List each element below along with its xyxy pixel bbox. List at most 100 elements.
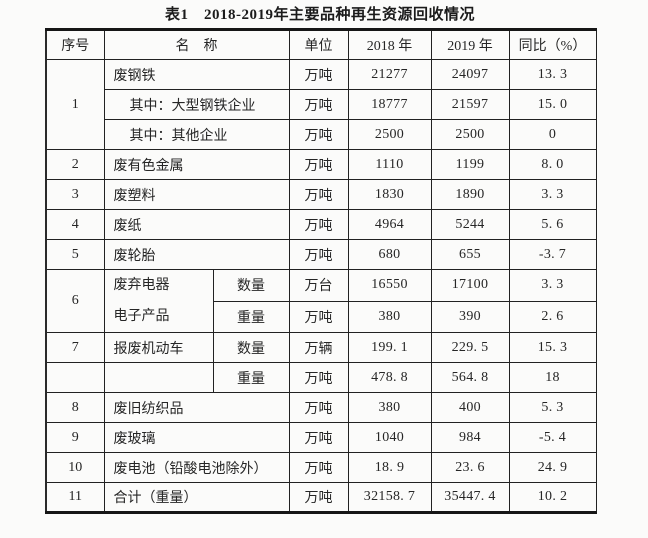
yoy-cell: 5. 6 [508,209,597,240]
name-cell: 其中：大型钢铁企业 [103,89,290,120]
unit-cell: 万吨 [288,239,349,270]
table-row-ewaste-weight: 重量 万吨 380 390 2. 6 [46,300,597,333]
subtype-cell: 数量 [212,269,290,302]
header-2019: 2019 年 [430,29,510,60]
serial-cell [45,362,105,393]
table-row-vehicles-quantity: 7 报废机动车 数量 万辆 199. 1 229. 5 15. 3 [45,332,597,363]
value-2018-cell: 16550 [347,269,432,302]
subtype-cell: 重量 [212,362,290,393]
name-cell [103,362,214,393]
table-title: 表1 2018-2019年主要品种再生资源回收情况 [165,7,475,23]
subtype-cell: 重量 [212,300,290,333]
unit-cell: 万吨 [288,452,349,483]
yoy-cell: 5. 3 [508,392,597,423]
unit-cell: 万吨 [288,59,349,90]
serial-cell: 6 [45,269,105,333]
name-cell: 废钢铁 [103,59,290,90]
serial-cell: 8 [45,392,105,423]
header-serial: 序号 [45,29,105,60]
value-2018-cell: 18777 [347,89,432,120]
table-row-steel: 1 废钢铁 万吨 21277 24097 13. 3 [45,59,597,150]
name-cell: 合计（重量） [103,482,290,513]
name-cell: 废纸 [103,209,290,240]
serial-cell: 4 [45,209,105,240]
yoy-cell: 8. 0 [508,149,597,180]
value-2018-cell: 680 [347,239,432,270]
table-row-textiles: 8 废旧纺织品 万吨 380 400 5. 3 [45,392,597,423]
unit-cell: 万吨 [288,119,349,150]
value-2019-cell: 655 [430,239,510,270]
table-row-glass: 9 废玻璃 万吨 1040 984 -5. 4 [45,422,597,453]
value-2018-cell: 32158. 7 [347,482,432,513]
serial-cell: 11 [45,482,105,513]
header-name: 名 称 [103,29,290,60]
name-cell: 废电池（铅酸电池除外） [103,452,290,483]
yoy-cell: 10. 2 [508,482,597,513]
header-unit: 单位 [288,29,349,60]
unit-cell: 万吨 [288,89,349,120]
unit-cell: 万辆 [288,332,349,363]
value-2018-cell: 18. 9 [347,452,432,483]
serial-cell: 9 [45,422,105,453]
recycling-stats-table: 序号 名 称 单位 2018 年 2019 年 同比（%） 1 废钢铁 万吨 2… [45,28,597,514]
table-row-tires: 5 废轮胎 万吨 680 655 -3. 7 [45,239,597,270]
value-2018-cell: 4964 [347,209,432,240]
unit-cell: 万吨 [288,422,349,453]
serial-cell: 10 [45,452,105,483]
value-2018-cell: 380 [347,300,432,333]
value-2019-cell: 984 [430,422,510,453]
value-2018-cell: 21277 [347,59,432,90]
value-2019-cell: 5244 [430,209,510,240]
yoy-cell: 3. 3 [508,269,597,302]
header-yoy: 同比（%） [508,29,597,60]
header-2018: 2018 年 [347,29,432,60]
table-row-total: 11 合计（重量） 万吨 32158. 7 35447. 4 10. 2 [45,482,597,513]
unit-cell: 万吨 [288,209,349,240]
serial-cell: 7 [45,332,105,363]
table-row-nonferrous: 2 废有色金属 万吨 1110 1199 8. 0 [45,149,597,180]
value-2019-cell: 400 [430,392,510,423]
name-cell: 废旧纺织品 [103,392,290,423]
value-2018-cell: 380 [347,392,432,423]
value-2018-cell: 1040 [347,422,432,453]
value-2019-cell: 35447. 4 [430,482,510,513]
value-2019-cell: 17100 [430,269,510,302]
serial-cell: 2 [45,149,105,180]
yoy-cell: 13. 3 [508,59,597,90]
table-row-steel-other: 其中：其他企业 万吨 2500 2500 0 [46,119,597,150]
value-2019-cell: 1890 [430,179,510,210]
unit-cell: 万吨 [288,392,349,423]
yoy-cell: 0 [508,119,597,150]
yoy-cell: 24. 9 [508,452,597,483]
unit-cell: 万吨 [288,482,349,513]
name-line-2: 电子产品 [113,309,170,324]
yoy-cell: 2. 6 [508,300,597,333]
name-cell: 废轮胎 [103,239,290,270]
value-2019-cell: 21597 [430,89,510,120]
value-2019-cell: 390 [430,300,510,333]
serial-cell: 5 [45,239,105,270]
name-cell: 其中：其他企业 [103,119,290,150]
value-2019-cell: 564. 8 [430,362,510,393]
table-row-plastic: 3 废塑料 万吨 1830 1890 3. 3 [45,179,597,210]
yoy-cell: 15. 3 [508,332,597,363]
name-line-1: 废弃电器 [113,278,170,293]
unit-cell: 万台 [288,269,349,302]
name-cell: 报废机动车 [103,332,214,363]
serial-cell: 1 [45,59,105,150]
value-2019-cell: 2500 [430,119,510,150]
value-2019-cell: 1199 [430,149,510,180]
yoy-cell: 3. 3 [508,179,597,210]
value-2019-cell: 229. 5 [430,332,510,363]
header-row: 序号 名 称 单位 2018 年 2019 年 同比（%） [45,29,597,60]
table-row-ewaste-quantity: 6 废弃电器 电子产品 数量 万台 16550 17100 3. 3 [45,269,597,333]
table-row-vehicles-weight: 重量 万吨 478. 8 564. 8 18 [45,362,597,393]
name-cell: 废塑料 [103,179,290,210]
value-2018-cell: 1830 [347,179,432,210]
value-2018-cell: 1110 [347,149,432,180]
name-cell: 废玻璃 [103,422,290,453]
subtype-cell: 数量 [212,332,290,363]
value-2019-cell: 24097 [430,59,510,90]
unit-cell: 万吨 [288,179,349,210]
